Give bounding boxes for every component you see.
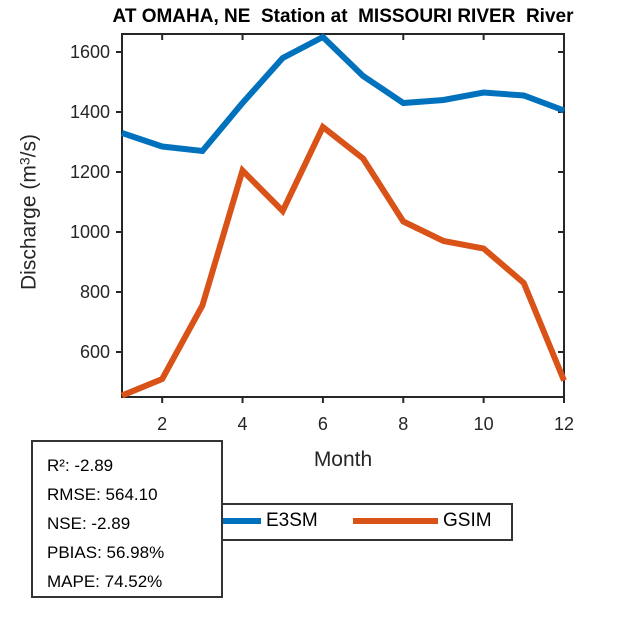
stat-mape: MAPE: 74.52% xyxy=(47,572,163,591)
legend-line-sample-gsim xyxy=(353,518,438,524)
y-tick-label: 1400 xyxy=(70,102,110,122)
legend-label-e3sm: E3SM xyxy=(266,510,318,531)
x-tick-label: 10 xyxy=(474,414,494,434)
series-line-gsim xyxy=(120,122,567,399)
x-axis-label: Month xyxy=(313,448,373,471)
y-tick-label: 1200 xyxy=(70,162,110,182)
y-tick-label: 1600 xyxy=(70,42,110,62)
x-tick-label: 4 xyxy=(238,414,248,434)
ylabel-superscript: 3 xyxy=(16,157,33,166)
x-tick-label: 8 xyxy=(398,414,408,434)
x-tick-label: 6 xyxy=(318,414,328,434)
legend-box: E3SM GSIM xyxy=(174,503,513,541)
y-tick-label: 600 xyxy=(80,342,110,362)
y-tick-label: 1000 xyxy=(70,222,110,242)
y-axis-label: Discharge (m3/s) xyxy=(16,134,41,290)
series-line-e3sm xyxy=(121,33,566,155)
stat-rmse: RMSE: 564.10 xyxy=(47,485,158,504)
chart-title: AT OMAHA, NE Station at MISSOURI RIVER R… xyxy=(112,6,574,27)
stats-annotation-box: R²: -2.89 RMSE: 564.10 NSE: -2.89 PBIAS:… xyxy=(31,440,223,598)
x-tick-label: 2 xyxy=(157,414,167,434)
legend-label-gsim: GSIM xyxy=(443,510,492,531)
x-tick-label: 12 xyxy=(554,414,574,434)
stat-nse: NSE: -2.89 xyxy=(47,514,131,533)
stat-pbias: PBIAS: 56.98% xyxy=(47,543,165,562)
y-tick-label: 800 xyxy=(80,282,110,302)
stat-r2: R²: -2.89 xyxy=(47,456,114,475)
axes-frame xyxy=(121,33,565,398)
